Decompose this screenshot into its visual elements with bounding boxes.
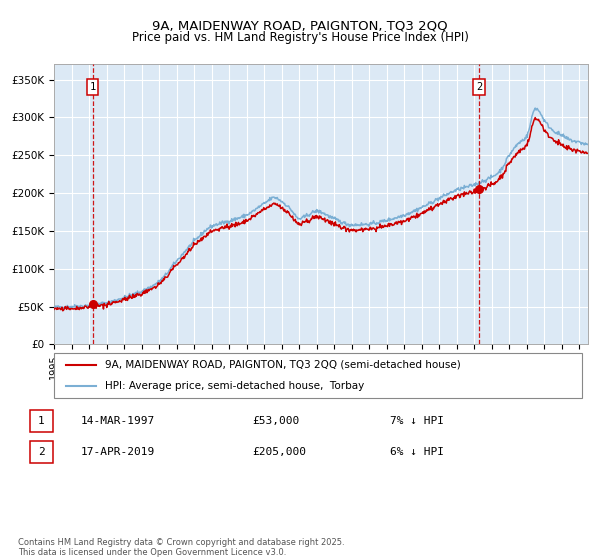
Text: 9A, MAIDENWAY ROAD, PAIGNTON, TQ3 2QQ (semi-detached house): 9A, MAIDENWAY ROAD, PAIGNTON, TQ3 2QQ (s… <box>105 360 461 370</box>
Text: 1: 1 <box>38 416 45 426</box>
Text: Price paid vs. HM Land Registry's House Price Index (HPI): Price paid vs. HM Land Registry's House … <box>131 31 469 44</box>
Text: 14-MAR-1997: 14-MAR-1997 <box>81 416 155 426</box>
Text: 2: 2 <box>38 447 45 457</box>
Text: 9A, MAIDENWAY ROAD, PAIGNTON, TQ3 2QQ: 9A, MAIDENWAY ROAD, PAIGNTON, TQ3 2QQ <box>152 20 448 32</box>
Text: Contains HM Land Registry data © Crown copyright and database right 2025.
This d: Contains HM Land Registry data © Crown c… <box>18 538 344 557</box>
Text: 7% ↓ HPI: 7% ↓ HPI <box>390 416 444 426</box>
Text: HPI: Average price, semi-detached house,  Torbay: HPI: Average price, semi-detached house,… <box>105 381 364 391</box>
Text: £53,000: £53,000 <box>252 416 299 426</box>
Text: £205,000: £205,000 <box>252 447 306 457</box>
Text: 2: 2 <box>476 82 482 92</box>
Text: 17-APR-2019: 17-APR-2019 <box>81 447 155 457</box>
Text: 6% ↓ HPI: 6% ↓ HPI <box>390 447 444 457</box>
Text: 1: 1 <box>89 82 95 92</box>
